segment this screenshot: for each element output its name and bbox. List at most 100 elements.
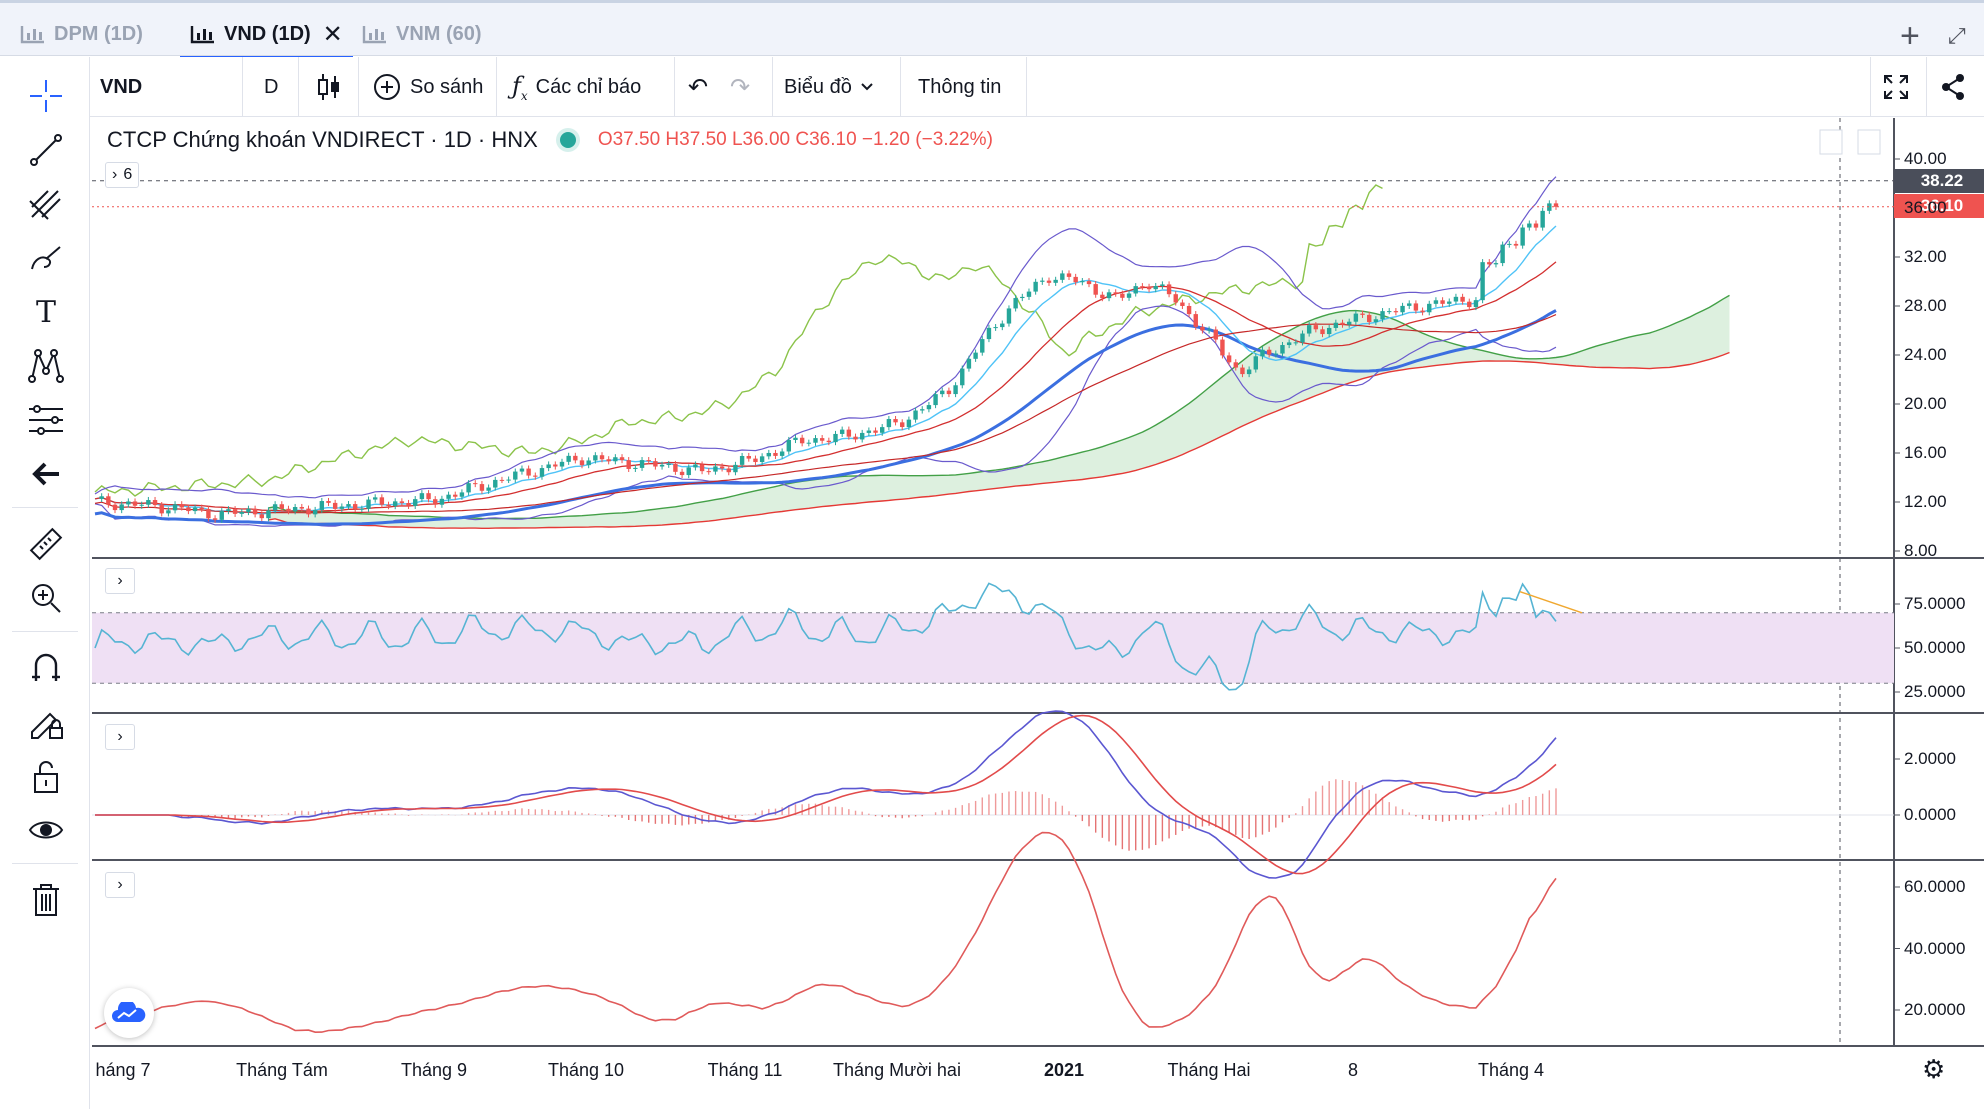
zoom-in-icon xyxy=(32,584,61,613)
candle-body xyxy=(1300,333,1305,343)
candle-body xyxy=(1040,280,1045,282)
info-label: Thông tin xyxy=(918,75,1002,98)
adx-line xyxy=(94,831,1557,1034)
eye-icon xyxy=(28,821,64,839)
candle-body xyxy=(913,410,918,420)
magnet-button[interactable] xyxy=(25,647,67,689)
candle-body xyxy=(1000,323,1005,328)
candle-body xyxy=(1126,293,1132,298)
lock-drawings-button[interactable] xyxy=(25,701,67,743)
candle-body xyxy=(139,504,144,506)
add-tab-icon[interactable]: + xyxy=(1900,17,1920,55)
redo-icon: ↷ xyxy=(730,73,751,101)
tab-vnd[interactable]: VND (1D) ✕ xyxy=(180,17,353,59)
tab-vnm[interactable]: VNM (60) xyxy=(362,17,482,51)
delete-drawings-button[interactable] xyxy=(25,879,67,921)
rsi-collapse-button[interactable]: › xyxy=(105,568,135,594)
candle-body xyxy=(406,502,411,506)
interval-button[interactable]: D xyxy=(264,57,278,117)
candle-body xyxy=(1153,286,1158,290)
candle-body xyxy=(99,496,104,499)
text-button[interactable]: T xyxy=(25,291,67,333)
macd-collapse-button[interactable]: › xyxy=(105,724,135,750)
trend-line-button[interactable] xyxy=(25,129,67,171)
visibility-button[interactable] xyxy=(25,809,67,851)
candle-body xyxy=(1293,342,1299,344)
function-icon: ƒx xyxy=(512,71,528,103)
candle-body xyxy=(393,501,398,507)
time-label: Tháng 4 xyxy=(1477,1060,1545,1080)
time-axis[interactable]: háng 7 Tháng Tám Tháng 9 Tháng 10 Tháng … xyxy=(91,1046,1897,1086)
candle-body xyxy=(966,358,972,369)
time-label: 2021 xyxy=(1043,1060,1085,1080)
candle-body xyxy=(1160,284,1165,287)
pattern-button[interactable] xyxy=(25,345,67,387)
zoom-button[interactable] xyxy=(25,577,67,619)
candle-body xyxy=(1313,325,1319,330)
expand-icon[interactable]: ⤢ xyxy=(1948,23,1966,48)
measure-button[interactable] xyxy=(25,523,67,565)
indicators-button[interactable]: ƒx Các chỉ báo xyxy=(512,57,641,117)
candle-body xyxy=(519,468,525,472)
candle-body xyxy=(299,507,305,509)
pitchfork-button[interactable] xyxy=(25,183,67,225)
candle-body xyxy=(786,439,792,452)
share-icon xyxy=(1942,74,1964,100)
compare-button[interactable]: So sánh xyxy=(372,57,483,117)
candle-body xyxy=(826,440,832,443)
candle-body xyxy=(1493,263,1499,265)
tenkan-sen xyxy=(94,225,1557,515)
candle-body xyxy=(893,419,898,423)
candle-body xyxy=(873,430,878,433)
candle-body xyxy=(880,427,885,433)
candle-body xyxy=(513,471,518,480)
candle-body xyxy=(1020,296,1025,299)
indicators-collapse-button[interactable]: › 6 xyxy=(105,162,140,188)
redo-button[interactable]: ↷ xyxy=(730,57,750,117)
price-tick-label: 24.00 xyxy=(1904,345,1947,364)
chart-style-button[interactable] xyxy=(316,57,342,117)
market-status-icon xyxy=(559,132,576,148)
pitchfork-icon xyxy=(29,190,61,220)
info-button[interactable]: Thông tin xyxy=(918,57,1001,117)
brush-button[interactable] xyxy=(25,237,67,279)
candle-body xyxy=(272,504,278,511)
candle-body xyxy=(179,504,184,508)
share-button[interactable] xyxy=(1940,57,1966,117)
candle-body xyxy=(906,419,912,427)
lock-icon xyxy=(34,761,58,793)
candle-body xyxy=(866,430,872,433)
fullscreen-button[interactable] xyxy=(1882,57,1910,117)
tradingview-logo[interactable] xyxy=(104,988,154,1038)
candle-body xyxy=(973,352,978,359)
candle-body xyxy=(1527,223,1532,228)
close-icon[interactable]: ✕ xyxy=(322,20,343,48)
chart-menu-button[interactable]: Biểu đồ xyxy=(784,57,874,117)
candle-body xyxy=(646,460,651,462)
adx-collapse-button[interactable]: › xyxy=(105,872,135,898)
candle-body xyxy=(152,500,158,506)
symbol-search-input[interactable] xyxy=(100,67,232,107)
price-tick-label: 36.00 xyxy=(1904,198,1947,217)
candle-body xyxy=(1480,262,1485,301)
candle-body xyxy=(413,499,418,506)
candle-body xyxy=(1547,203,1552,211)
candle-body xyxy=(1093,284,1098,295)
candle-body xyxy=(559,461,565,467)
gear-icon[interactable]: ⚙ xyxy=(1922,1054,1946,1084)
price-tick-label: 2.0000 xyxy=(1904,749,1956,768)
trash-icon xyxy=(33,884,59,916)
lock-button[interactable] xyxy=(25,755,67,797)
candle-body xyxy=(1046,280,1052,283)
crosshair-icon xyxy=(30,80,62,112)
price-tick-label: 20.00 xyxy=(1904,394,1947,413)
hide-toolbar-button[interactable] xyxy=(25,453,67,495)
undo-button[interactable]: ↶ xyxy=(688,57,708,117)
arrow-left-icon xyxy=(32,462,59,486)
crosshair-button[interactable] xyxy=(25,75,67,117)
candle-body xyxy=(1113,292,1118,294)
candle-body xyxy=(799,437,805,444)
fib-button[interactable] xyxy=(25,399,67,441)
tab-dpm[interactable]: DPM (1D) xyxy=(20,17,143,51)
